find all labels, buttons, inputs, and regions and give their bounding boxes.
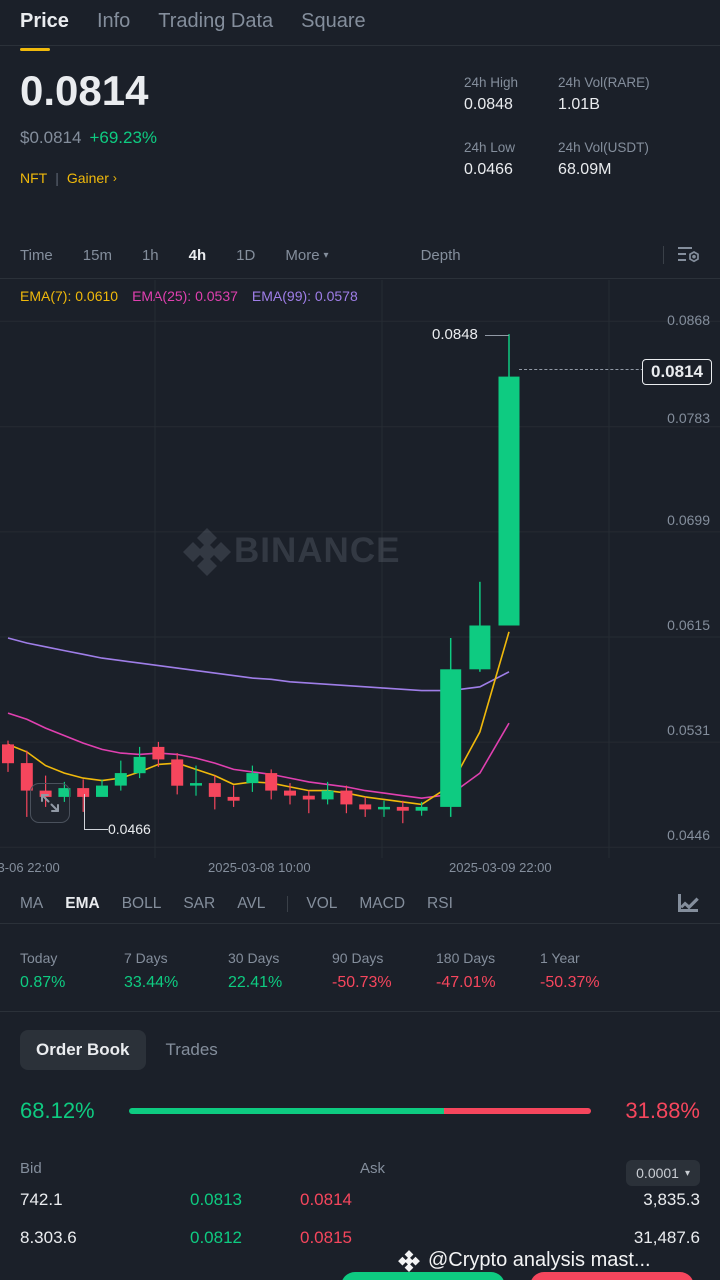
svg-text:BINANCE: BINANCE <box>234 531 400 570</box>
